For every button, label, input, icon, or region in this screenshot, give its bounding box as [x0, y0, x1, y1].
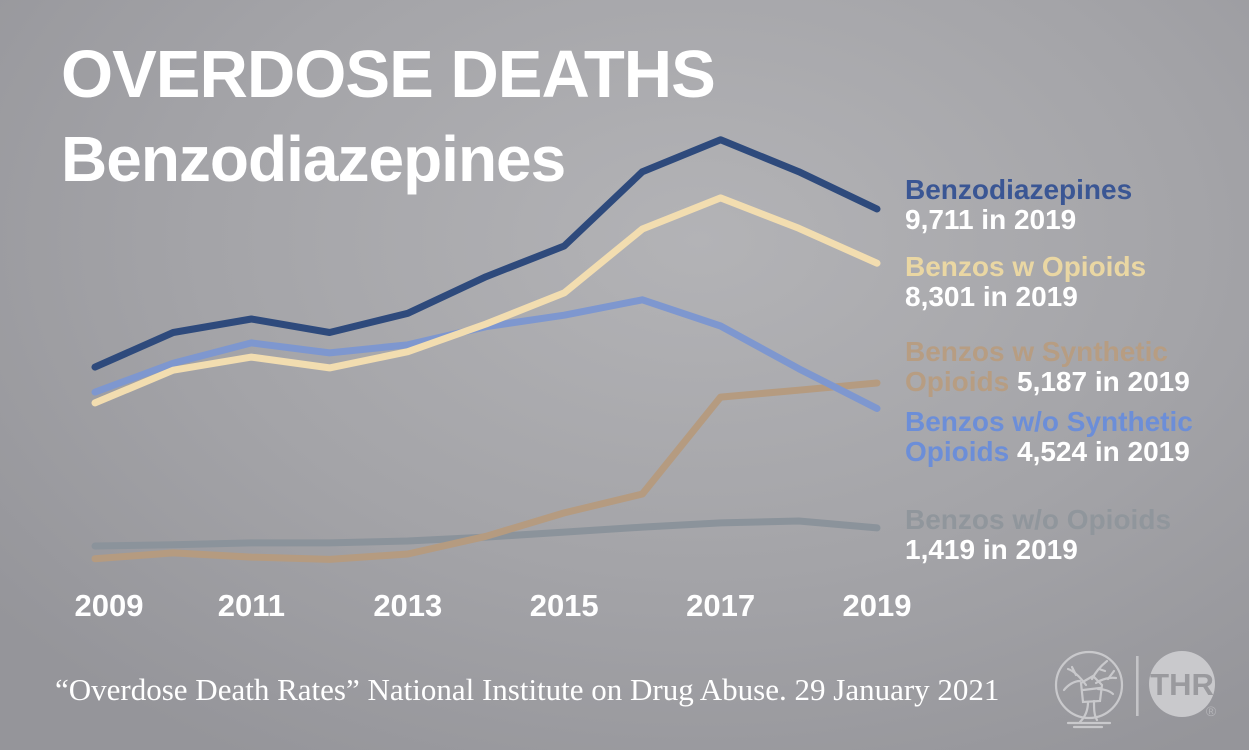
x-tick-label-2011: 2011 — [217, 588, 286, 623]
legend-entry: Benzos w/o Synthetic Opioids 4,524 in 201… — [905, 407, 1235, 467]
legend-line: 9,711 in 2019 — [905, 205, 1235, 235]
x-tick-label-2009: 2009 — [74, 588, 144, 623]
legend-series-label: Benzos w Opioids — [905, 251, 1147, 282]
legend-entry: Benzodiazepines 9,711 in 2019 — [905, 175, 1235, 235]
series-line-benzos-w-opioids — [91, 194, 881, 407]
legend-value: 8,301 in 2019 — [905, 281, 1078, 312]
x-tick-label-2015: 2015 — [529, 588, 599, 623]
legend-series-label: Benzos w/o Opioids — [905, 504, 1172, 535]
treehouse-icon — [1054, 650, 1124, 729]
legend-value: 9,711 in 2019 — [905, 204, 1077, 235]
legend-line: 8,301 in 2019 — [905, 282, 1235, 312]
legend-entry: Benzos w Synthetic Opioids 5,187 in 2019 — [905, 337, 1235, 397]
logo-group: THR ® — [1054, 650, 1217, 729]
legend-line: Benzos w/o Synthetic — [905, 407, 1235, 437]
legend-entry: Benzos w Opioids 8,301 in 2019 — [905, 252, 1235, 312]
legend-line: Benzos w Synthetic — [905, 337, 1235, 367]
legend-line: 1,419 in 2019 — [905, 535, 1235, 565]
legend-series-label: Benzos w Synthetic — [905, 336, 1168, 367]
legend-line: Opioids 4,524 in 2019 — [905, 437, 1235, 467]
legend-value: 5,187 in 2019 — [1017, 366, 1190, 397]
x-tick-label-2019: 2019 — [842, 588, 912, 623]
thr-logo-text: THR — [1150, 667, 1214, 702]
legend-line: Benzos w Opioids — [905, 252, 1235, 282]
legend-line: Benzodiazepines — [905, 175, 1235, 205]
page-subtitle: Benzodiazepines — [61, 123, 566, 195]
logo-divider — [1136, 656, 1139, 716]
thr-logo: THR ® — [1149, 651, 1217, 719]
page-title: OVERDOSE DEATHS — [61, 37, 716, 112]
legend-value: 1,419 in 2019 — [905, 534, 1078, 565]
legend-entry: Benzos w/o Opioids 1,419 in 2019 — [905, 505, 1235, 565]
legend-line: Benzos w/o Opioids — [905, 505, 1235, 535]
x-tick-label-2017: 2017 — [686, 588, 756, 623]
registered-mark: ® — [1206, 703, 1217, 719]
legend-value: 4,524 in 2019 — [1017, 436, 1190, 467]
legend-series-label: Benzodiazepines — [905, 174, 1133, 205]
x-tick-label-2013: 2013 — [373, 588, 443, 623]
series-line-benzodiazepines — [91, 136, 881, 371]
legend-series-label: Opioids — [905, 366, 1017, 397]
legend-series-label: Opioids — [905, 436, 1017, 467]
source-citation: “Overdose Death Rates” National Institut… — [55, 672, 1000, 707]
legend-series-label: Benzos w/o Synthetic — [905, 406, 1193, 437]
series-line-benzos-w-synthetic-opioids — [91, 379, 881, 563]
legend-line: Opioids 5,187 in 2019 — [905, 367, 1235, 397]
